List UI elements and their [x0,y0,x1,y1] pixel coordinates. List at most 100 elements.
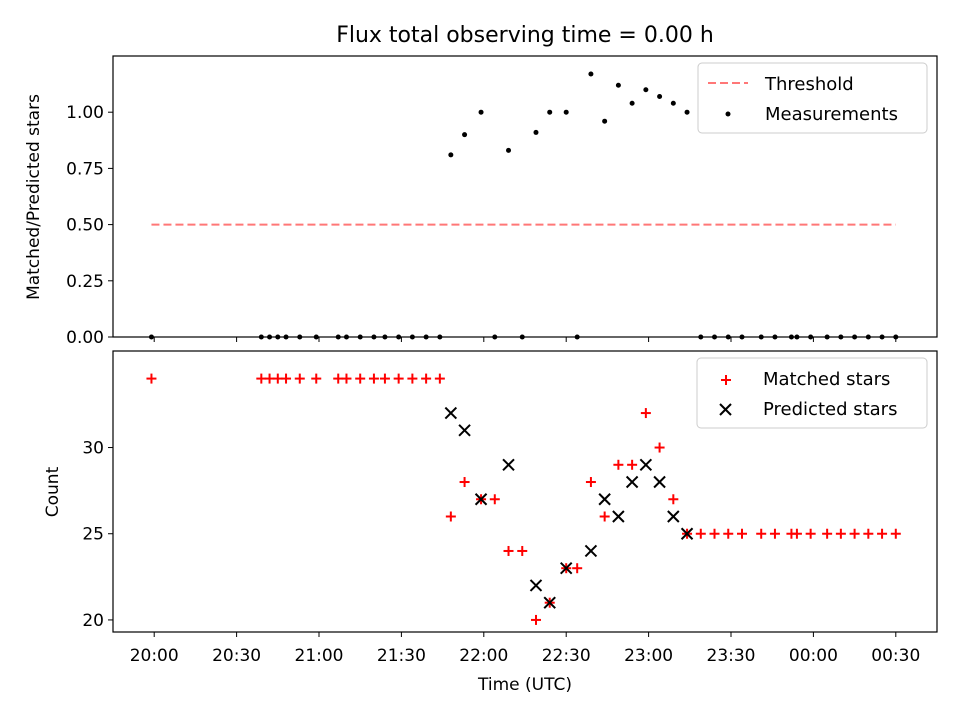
measurement-point [563,109,569,115]
matched-star-point [341,373,352,384]
predicted-star-point [625,475,639,489]
predicted-star-point [529,579,543,592]
top-y-axis: 0.00 0.25 0.50 0.75 1.00 [66,103,113,348]
measurement-point [643,87,649,93]
measurement-point [506,147,512,153]
matched-star-point [585,477,596,488]
top-y-tick-label: 0.75 [66,159,104,179]
measurement-point [588,71,594,77]
matched-star-point [695,528,706,539]
matched-star-point [489,494,500,505]
bottom-y-axis: 20 25 30 [82,439,113,631]
predicted-star-point [598,493,611,506]
matched-star-point [849,528,860,539]
matched-star-point [709,528,720,539]
matched-star-point [835,528,846,539]
matched-star-point [146,373,157,384]
legend-matched-swatch [721,375,731,385]
matched-star-point [530,614,541,625]
matched-star-point [723,528,734,539]
matched-star-point [654,442,665,453]
matched-star-point [791,528,802,539]
top-x-axis-ticks [153,337,897,342]
matched-star-point [407,373,418,384]
bottom-panel-frame [112,350,938,633]
x-tick-label: 21:30 [377,646,426,666]
bottom-y-tick-label: 20 [82,611,104,631]
matched-star-point [890,528,901,539]
measurement-point [547,109,553,115]
measurement-point [602,118,608,124]
bottom-x-axis: 20:00 20:30 21:00 21:30 22:00 22:30 23:00 23:30… [130,632,920,666]
measurement-point [657,93,663,99]
predicted-star-point [502,458,515,471]
legend-measurements-label: Measurements [765,104,898,125]
matched-star-point [434,373,445,384]
matched-star-point [640,408,651,419]
x-tick-label: 22:30 [542,646,591,666]
top-y-tick-label: 0.50 [66,216,104,236]
top-y-axis-label: Matched/Predicted stars [24,94,44,300]
matched-star-point [503,545,514,556]
matched-star-point [599,511,610,522]
predicted-star-point [639,458,653,471]
bottom-plot-area [146,373,901,625]
matched-star-point [668,494,679,505]
x-tick-label: 23:30 [707,646,756,666]
x-tick-label: 00:00 [789,646,838,666]
matched-star-point [613,459,624,470]
matched-star-point [459,477,470,488]
top-y-tick-label: 1.00 [66,103,104,123]
matched-star-point [421,373,432,384]
matched-star-point [877,528,888,539]
predicted-star-point [680,527,694,540]
legend-predicted-label: Predicted stars [763,399,897,420]
legend-threshold-label: Threshold [764,74,854,95]
x-tick-label: 20:00 [130,646,179,666]
x-axis-label: Time (UTC) [477,675,572,695]
predicted-star-point [543,596,556,609]
matched-star-point [311,373,322,384]
bottom-panel: 20 25 30 20:00 20:30 21:00 21:30 22:00 22:30 23:… [43,350,938,695]
top-y-tick-label: 0.00 [66,328,104,348]
matched-star-point [572,563,583,574]
x-tick-label: 00:30 [871,646,920,666]
matched-star-point [736,528,747,539]
predicted-star-point [667,510,680,523]
bottom-y-tick-label: 30 [82,439,104,459]
top-panel: Flux total observing time = 0.00 h 0.000… [24,23,938,348]
predicted-star-point [444,406,458,420]
predicted-star-point [612,510,625,523]
legend-predicted-swatch [719,403,732,416]
measurement-point [448,152,454,158]
bottom-y-tick-label: 25 [82,525,104,545]
predicted-star-point [584,544,598,558]
matched-star-point [379,373,390,384]
x-tick-label: 20:30 [212,646,261,666]
measurement-point [629,100,635,106]
predicted-star-point [458,424,471,437]
matched-star-point [822,528,833,539]
measurement-point [670,100,676,106]
x-tick-label: 22:00 [459,646,508,666]
bottom-y-axis-label: Count [43,466,63,517]
matched-star-point [769,528,780,539]
top-legend-frame [697,62,928,134]
top-y-tick-label: 0.25 [66,272,104,292]
matched-star-point [517,545,528,556]
top-legend: Threshold Measurements [697,62,928,134]
measurement-point [462,132,468,138]
measurement-point [478,109,484,115]
x-tick-label: 21:00 [295,646,344,666]
matched-star-point [281,373,292,384]
measurement-point [684,109,690,115]
measurement-point [615,82,621,88]
top-panel-title: Flux total observing time = 0.00 h [336,23,714,48]
measurement-point [533,129,539,135]
predicted-star-point [559,562,573,575]
predicted-star-point [653,475,666,489]
predicted-star-point [474,493,488,506]
matched-star-point [627,459,638,470]
top-panel-frame [112,55,938,338]
